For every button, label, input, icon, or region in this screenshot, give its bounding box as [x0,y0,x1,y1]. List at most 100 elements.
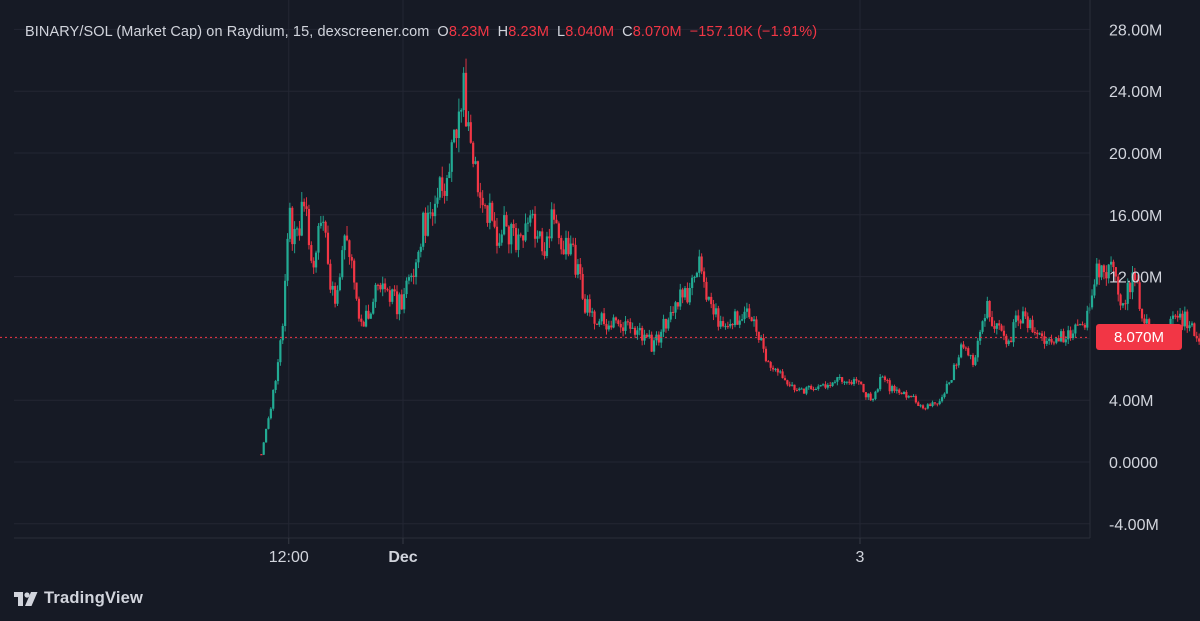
candle [448,163,451,179]
x-tick-label: Dec [388,549,417,566]
candle [550,202,553,242]
candle [310,241,313,264]
candle-body [791,384,794,386]
candle-body [357,298,361,319]
candle-body [595,323,599,325]
candle-body [681,289,684,298]
candle-body [798,388,801,391]
legend-high-label: H [497,24,509,40]
candle [876,388,879,393]
candle [598,318,601,327]
candle-body [1048,339,1051,341]
candle [588,294,591,317]
candle-body [643,334,646,341]
candle [1102,264,1106,280]
candle-body [533,213,537,239]
candle [1045,338,1048,347]
candle [281,323,284,345]
candle [1079,323,1082,326]
candle-body [1029,319,1032,328]
candle [357,296,361,322]
candle [788,381,791,388]
candle [660,329,663,348]
candle-body [1000,325,1003,331]
candle [503,206,506,236]
candle [1048,337,1051,345]
candle [795,388,798,392]
candle [574,237,577,278]
candle [971,353,975,368]
candle-body [1007,340,1010,345]
candle [1036,329,1039,339]
candle [1136,274,1139,284]
candle-body [541,231,544,252]
candle-body [831,382,834,386]
candle [291,206,294,251]
candle [605,318,608,335]
candle [445,174,449,201]
candle [1105,265,1108,286]
y-tick-label: 16.00M [1109,208,1162,225]
candle-body [591,311,594,313]
candle-body [686,288,689,303]
candle [326,225,330,265]
candle-body [1012,322,1015,343]
candle-body [626,321,629,323]
candle [1181,310,1184,331]
candle [781,369,784,379]
candle [1074,323,1077,338]
candle [700,253,703,275]
candle [441,166,444,198]
candle-body [479,192,482,198]
candle-body [672,311,675,313]
candle-body [712,304,715,315]
candle [862,383,865,393]
candle [557,221,560,245]
x-tick-label: 12:00 [269,549,309,566]
tradingview-brand[interactable]: TradingView [14,589,143,608]
candle [852,377,856,386]
candle [983,313,987,327]
candle [650,331,653,353]
candle [576,258,579,279]
candle [317,223,320,260]
candle-body [319,222,322,226]
candle [869,391,872,401]
candle-body [786,380,789,385]
candle [783,375,787,381]
candle-body [403,294,406,310]
candle [929,402,932,407]
candle-body [417,251,420,263]
candle-body [781,371,784,379]
candle-body [574,244,577,275]
candle-body [562,249,565,255]
y-axis-labels: 28.00M24.00M20.00M16.00M12.00M8.000M4.00… [1109,22,1162,533]
candle-body [855,379,858,381]
candle-body [1079,324,1082,326]
candle-body [1057,338,1060,342]
candle [579,258,582,280]
candle [907,395,910,399]
candle-body [805,387,808,394]
candle-body [1071,333,1075,339]
candle-body [826,384,829,388]
candle-body [1090,295,1094,308]
candle-body [848,381,851,383]
candle [486,205,489,227]
candle-body [964,347,967,349]
candle-body [940,397,944,402]
candle-body [419,246,422,252]
candle-body [1119,294,1122,306]
candle-body [810,385,813,390]
candle [755,316,758,337]
candle [924,407,927,411]
candle-body [721,321,725,327]
candle [600,311,603,325]
candle-body [505,215,508,227]
candle [360,314,363,327]
candle-body [667,319,670,329]
candle [405,277,408,298]
candle-body [576,264,579,275]
candle-body [1126,283,1129,304]
